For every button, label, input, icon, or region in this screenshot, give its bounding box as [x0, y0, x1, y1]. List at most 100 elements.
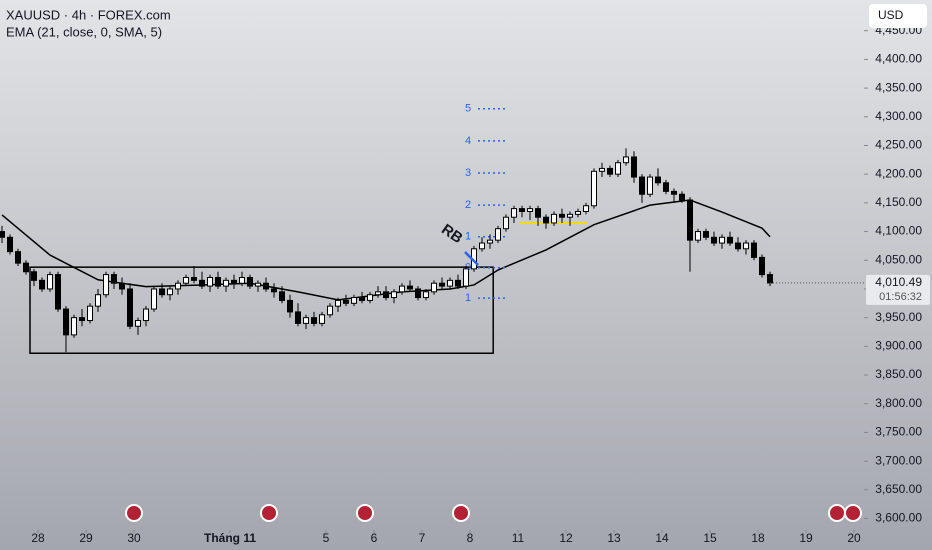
candle-body	[127, 288, 133, 327]
candle-body	[167, 288, 173, 296]
candle-body	[151, 288, 157, 310]
candle-body	[143, 308, 149, 322]
range-box	[29, 266, 494, 354]
candle-body	[311, 317, 317, 324]
candle-body	[591, 170, 597, 207]
candle-body	[223, 279, 229, 287]
candle-body	[527, 208, 533, 212]
candle-body	[39, 279, 45, 290]
level-label: 0	[465, 262, 471, 274]
candle-body	[183, 276, 189, 284]
candle-body	[335, 299, 341, 307]
candle-body	[703, 231, 709, 238]
event-flags	[125, 504, 862, 522]
candle-body	[0, 231, 5, 238]
candle-body	[743, 242, 749, 250]
candle-body	[439, 282, 445, 287]
candle-body	[495, 228, 501, 241]
candle-body	[727, 236, 733, 244]
candle-body	[191, 276, 197, 281]
candle-body	[111, 274, 117, 284]
candle-body	[687, 199, 693, 241]
candle-body	[639, 176, 645, 195]
y-tick-label: 3,700.00	[875, 453, 922, 467]
candle-body	[79, 317, 85, 322]
x-tick-label: 30	[127, 531, 141, 545]
candle-body	[159, 288, 165, 296]
candle-body	[447, 279, 453, 287]
x-tick-label: 14	[655, 531, 669, 545]
candle-body	[103, 274, 109, 296]
y-tick-label: 4,350.00	[875, 80, 922, 94]
currency-label[interactable]: USD	[878, 8, 904, 22]
y-tick-label: 4,400.00	[875, 52, 922, 66]
candle-body	[599, 167, 605, 172]
x-tick-label: 12	[559, 531, 573, 545]
candle-body	[391, 291, 397, 299]
candle-body	[503, 216, 509, 230]
candle-body	[415, 288, 421, 299]
x-tick-label: 8	[467, 531, 474, 545]
y-tick-label: 3,850.00	[875, 367, 922, 381]
candle-body	[407, 285, 413, 290]
candle-body	[31, 271, 37, 281]
x-tick-label: 6	[371, 531, 378, 545]
candle-body	[719, 236, 725, 244]
candle-body	[271, 288, 277, 293]
candle-body	[663, 182, 669, 192]
candle-body	[559, 213, 565, 218]
x-tick-label: 11	[512, 531, 525, 545]
candle-body	[255, 282, 261, 287]
y-tick-label: 4,250.00	[875, 138, 922, 152]
currency-button[interactable]	[869, 4, 927, 28]
candle-body	[15, 251, 21, 264]
candle-body	[583, 205, 589, 212]
candle-body	[671, 190, 677, 195]
candle-body	[135, 320, 141, 327]
candle-body	[735, 242, 741, 250]
level-label: 2	[465, 199, 471, 211]
candle-body	[695, 231, 701, 241]
y-tick-label: 3,800.00	[875, 396, 922, 410]
x-tick-label: 13	[607, 531, 621, 545]
candle-body	[423, 291, 429, 299]
candle-body	[247, 276, 253, 287]
y-tick-label: 4,050.00	[875, 252, 922, 266]
candle-body	[383, 291, 389, 299]
candle-body	[287, 299, 293, 313]
candle-body	[607, 167, 613, 175]
candle-body	[359, 297, 365, 301]
candle-body	[399, 285, 405, 293]
candle-body	[231, 279, 237, 284]
candle-body	[319, 314, 325, 324]
candle-body	[95, 294, 101, 307]
candle-body	[63, 308, 69, 336]
candle-body	[207, 276, 213, 287]
x-tick-label: 7	[419, 531, 426, 545]
candle-body	[23, 262, 29, 273]
candle-body	[343, 299, 349, 304]
candle-body	[751, 242, 757, 258]
candle-body	[87, 305, 93, 322]
candle-body	[239, 276, 245, 284]
candle-body	[279, 291, 285, 301]
x-tick-label: 15	[703, 531, 717, 545]
candle-body	[655, 176, 661, 184]
y-tick-label: 4,150.00	[875, 195, 922, 209]
x-tick-label: 5	[323, 531, 330, 545]
candle-body	[567, 213, 573, 218]
y-tick-label: 3,950.00	[875, 310, 922, 324]
candle-body	[71, 317, 77, 336]
candle-body	[479, 242, 485, 250]
candle-body	[575, 210, 581, 215]
x-tick-label: 19	[799, 531, 813, 545]
indicator-label: EMA (21, close, 0, SMA, 5)	[6, 24, 162, 39]
level-label: 1	[465, 292, 471, 304]
candle-body	[615, 162, 621, 175]
y-tick-label: 3,900.00	[875, 339, 922, 353]
y-tick-label: 3,650.00	[875, 482, 922, 496]
candle-body	[631, 156, 637, 178]
candle-body	[55, 274, 61, 310]
x-tick-label: 20	[847, 531, 861, 545]
